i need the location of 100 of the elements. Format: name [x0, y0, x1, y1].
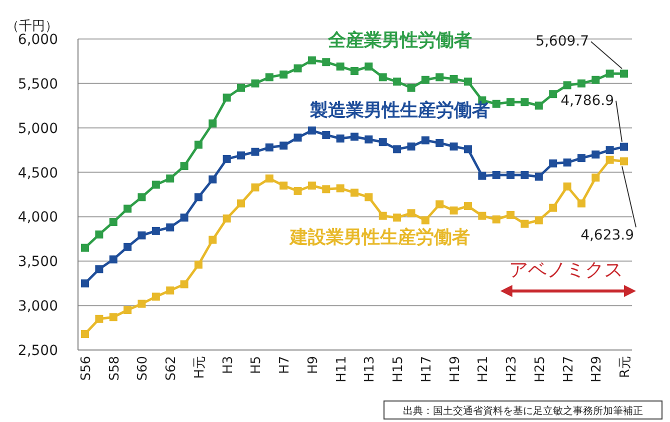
point: [464, 202, 472, 210]
point: [350, 132, 358, 141]
y-tick-label: 4,500: [18, 165, 58, 182]
point: [464, 78, 472, 86]
point: [436, 138, 444, 147]
annotation: アベノミクス: [509, 259, 623, 281]
point: [378, 73, 387, 82]
point: [322, 130, 330, 139]
point: [194, 260, 202, 269]
point: [549, 159, 558, 168]
point: [378, 138, 387, 146]
x-tick-label: H7: [278, 356, 293, 374]
point: [280, 142, 288, 150]
point: [407, 84, 416, 92]
x-tick-label: H27: [561, 356, 576, 382]
x-tick-label: R元: [618, 356, 633, 378]
point: [492, 100, 500, 108]
point: [265, 73, 274, 82]
point: [308, 126, 316, 135]
point: [421, 216, 430, 224]
point: [350, 66, 358, 75]
point: [364, 62, 373, 71]
point: [450, 74, 458, 83]
x-tick-label: S58: [107, 356, 122, 381]
point: [180, 280, 188, 288]
point: [421, 76, 430, 84]
point: [222, 94, 231, 102]
point: [208, 175, 217, 184]
point: [95, 230, 104, 238]
point: [180, 162, 188, 170]
x-tick-label: H25: [532, 356, 548, 382]
point: [393, 145, 402, 154]
series-label: 建設業男性生産労働者: [288, 227, 470, 248]
point: [265, 143, 274, 152]
y-tick-label: 4,000: [18, 210, 58, 226]
point: [620, 70, 628, 78]
point: [308, 56, 316, 64]
point: [620, 142, 628, 151]
point: [436, 200, 444, 208]
y-tick-label: 2,500: [18, 343, 58, 359]
point: [606, 156, 614, 164]
point: [95, 265, 104, 274]
point: [506, 98, 515, 106]
point: [592, 150, 600, 159]
point: [592, 76, 600, 84]
point: [124, 306, 132, 314]
point: [563, 81, 572, 90]
point: [478, 172, 486, 180]
point: [265, 174, 274, 183]
x-tick-label: S62: [164, 356, 180, 381]
point: [620, 157, 628, 166]
point: [280, 182, 288, 190]
point: [322, 185, 330, 194]
point: [194, 193, 202, 202]
point: [109, 313, 118, 322]
x-tick-label: H21: [476, 356, 492, 382]
point: [520, 98, 529, 106]
point: [280, 70, 288, 79]
point: [180, 214, 188, 222]
point: [138, 300, 146, 308]
point: [563, 158, 572, 167]
point: [222, 154, 231, 163]
data-label: 4,786.9: [560, 92, 614, 109]
y-tick-label: 5,500: [18, 76, 58, 92]
y-tick-label: 5,000: [18, 120, 58, 137]
point: [606, 146, 614, 154]
point: [464, 145, 472, 154]
point: [322, 58, 330, 66]
point: [251, 79, 260, 88]
x-tick-label: H29: [590, 356, 605, 382]
point: [450, 142, 458, 151]
point: [534, 102, 543, 110]
point: [336, 62, 344, 71]
point: [95, 314, 104, 323]
point: [336, 184, 344, 192]
x-tick-label: H9: [306, 356, 321, 374]
point: [506, 210, 515, 219]
point: [81, 279, 89, 288]
point: [152, 180, 160, 189]
point: [237, 84, 246, 92]
point: [294, 134, 302, 142]
y-tick-label: 3,000: [18, 298, 58, 315]
data-label: 4,623.9: [580, 227, 634, 244]
point: [492, 170, 500, 179]
point: [81, 244, 89, 252]
series-label: 全産業男性労働者: [327, 30, 472, 51]
point: [478, 212, 486, 220]
source-note: 出典：国土交通省資料を基に足立敏之事務所加筆補正: [403, 405, 643, 417]
point: [534, 216, 543, 224]
point: [450, 206, 458, 214]
point: [520, 220, 529, 228]
point: [294, 186, 302, 195]
point: [138, 193, 146, 202]
x-tick-label: H17: [419, 356, 434, 382]
point: [294, 64, 302, 72]
point: [364, 135, 373, 144]
y-tick-label: 6,000: [18, 32, 58, 48]
point: [109, 218, 118, 226]
point: [492, 215, 500, 224]
x-tick-label: H23: [504, 356, 520, 382]
